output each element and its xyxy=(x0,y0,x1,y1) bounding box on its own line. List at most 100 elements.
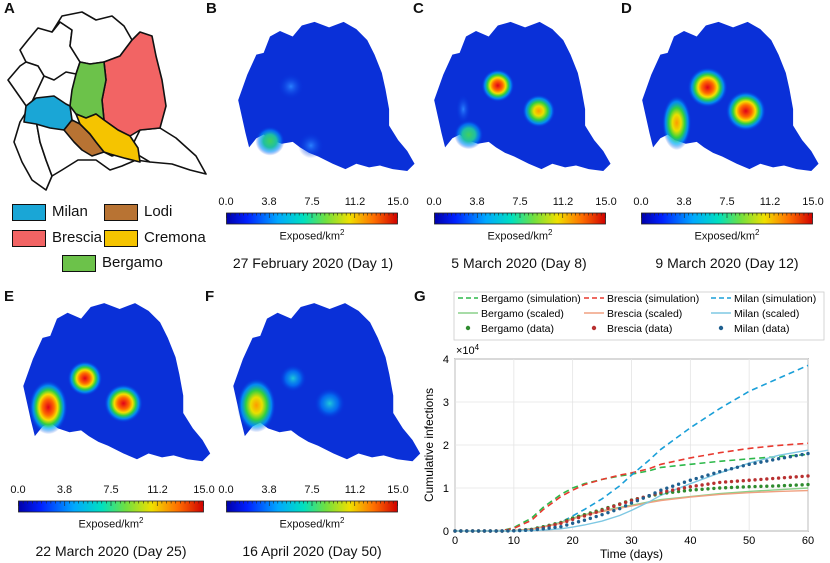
data-point-milan xyxy=(635,498,640,503)
y-tick-label: 1 xyxy=(443,483,449,495)
data-point-milan xyxy=(588,516,593,521)
data-point-brescia xyxy=(729,479,734,484)
caption-day-50: 16 April 2020 (Day 50) xyxy=(242,543,382,559)
y-tick-label: 2 xyxy=(443,440,449,452)
legend-entry: Bergamo (simulation) xyxy=(481,293,581,305)
data-point-bergamo xyxy=(776,484,781,488)
panel-label-d: D xyxy=(621,0,632,17)
data-point-milan xyxy=(765,459,769,463)
data-point-bergamo xyxy=(782,483,787,488)
data-point-brescia xyxy=(582,514,587,518)
cumulative-infections-chart: Bergamo (simulation) Brescia (simulation)… xyxy=(422,291,825,561)
x-tick-label: 10 xyxy=(508,535,520,547)
data-point-milan xyxy=(788,454,793,459)
data-point-bergamo xyxy=(735,485,740,489)
data-point-brescia xyxy=(559,521,563,525)
legend-entry: Brescia (simulation) xyxy=(607,293,699,305)
data-point-milan xyxy=(659,488,663,492)
colorbar-tick-label: 0.0 xyxy=(218,196,234,208)
data-point-milan xyxy=(541,527,545,531)
province-outline-southeast xyxy=(129,127,207,175)
x-tick-label: 20 xyxy=(567,535,579,547)
x-tick-label: 30 xyxy=(625,535,637,547)
data-point-milan xyxy=(782,456,787,460)
data-point-milan xyxy=(694,476,698,481)
colorbar-tick-label: 3.8 xyxy=(469,196,485,208)
data-point-milan xyxy=(612,508,616,513)
data-point-milan xyxy=(712,471,716,476)
y-tick-label: 4 xyxy=(443,354,449,366)
data-point-milan xyxy=(553,525,557,530)
data-point-brescia xyxy=(606,506,610,511)
data-point-brescia xyxy=(782,475,787,480)
series-line-milan-simulation xyxy=(455,364,809,532)
data-point-milan xyxy=(512,529,516,533)
data-point-bergamo xyxy=(765,484,769,488)
data-point-milan xyxy=(723,468,728,472)
data-point-milan xyxy=(582,518,587,522)
data-point-bergamo xyxy=(712,486,716,491)
data-point-bergamo xyxy=(676,489,681,494)
lombardy-provinces-map xyxy=(7,11,207,191)
data-point-milan xyxy=(488,529,492,533)
data-point-milan xyxy=(735,465,740,469)
data-point-brescia xyxy=(676,487,681,491)
data-point-brescia xyxy=(694,484,698,488)
data-point-brescia xyxy=(670,488,675,492)
y-tick-label: 3 xyxy=(443,397,449,409)
data-point-bergamo xyxy=(694,488,698,492)
data-point-milan xyxy=(771,458,775,462)
colorbar-gradient xyxy=(226,212,398,225)
colorbar-day-8: 0.0 3.8 7.5 11.2 15.0 Exposed/km2 xyxy=(426,196,616,246)
data-point-brescia xyxy=(800,474,804,479)
data-point-bergamo xyxy=(771,484,775,488)
data-point-brescia xyxy=(688,485,693,489)
data-point-bergamo xyxy=(788,483,793,488)
data-point-milan xyxy=(529,528,534,532)
data-point-brescia xyxy=(706,482,710,486)
heatmap-day-25 xyxy=(23,303,211,462)
data-point-brescia xyxy=(776,476,781,480)
data-point-brescia xyxy=(806,474,810,478)
legend-label-lodi: Lodi xyxy=(144,203,173,220)
data-point-milan xyxy=(706,473,710,477)
data-point-milan xyxy=(470,529,475,533)
colorbar-tick-label: 11.2 xyxy=(344,196,366,208)
data-point-milan xyxy=(670,484,675,488)
colorbar-tick-label: 3.8 xyxy=(261,484,277,496)
colorbar-gradient xyxy=(18,500,204,513)
data-point-brescia xyxy=(753,478,757,482)
data-point-brescia xyxy=(588,512,593,516)
heatmap-day-50 xyxy=(233,303,421,462)
data-point-bergamo xyxy=(794,483,798,487)
heatmap-day-8 xyxy=(434,21,611,172)
data-point-bergamo xyxy=(753,484,757,489)
data-point-milan xyxy=(518,528,522,533)
colorbar-title: Exposed/km2 xyxy=(279,516,345,531)
data-point-milan xyxy=(576,520,581,524)
data-point-milan xyxy=(718,469,722,474)
colorbar-tick-label: 15.0 xyxy=(387,484,409,496)
x-tick-label: 0 xyxy=(452,535,458,547)
data-point-bergamo xyxy=(682,489,687,493)
data-point-milan xyxy=(594,514,598,519)
colorbar-tick-label: 15.0 xyxy=(387,196,409,208)
data-point-bergamo xyxy=(759,484,763,489)
data-point-milan xyxy=(453,529,457,533)
data-point-milan xyxy=(459,529,463,533)
data-point-milan xyxy=(741,464,745,468)
data-point-brescia xyxy=(618,502,622,507)
legend-entry: Milan (data) xyxy=(734,323,789,335)
colorbar-tick-label: 7.5 xyxy=(719,196,735,208)
colorbar-tick-label: 11.2 xyxy=(344,484,366,496)
panel-label-b: B xyxy=(206,0,217,17)
y-multiplier-label: ×104 xyxy=(456,343,480,357)
x-tick-label: 40 xyxy=(684,535,696,547)
data-point-brescia xyxy=(623,500,628,505)
colorbar-tick-label: 3.8 xyxy=(261,196,277,208)
data-point-bergamo xyxy=(706,487,710,491)
colorbar-tick-label: 11.2 xyxy=(147,484,168,496)
data-point-milan xyxy=(776,457,781,461)
colorbar-tick-label: 7.5 xyxy=(512,196,528,208)
data-point-brescia xyxy=(794,475,798,479)
